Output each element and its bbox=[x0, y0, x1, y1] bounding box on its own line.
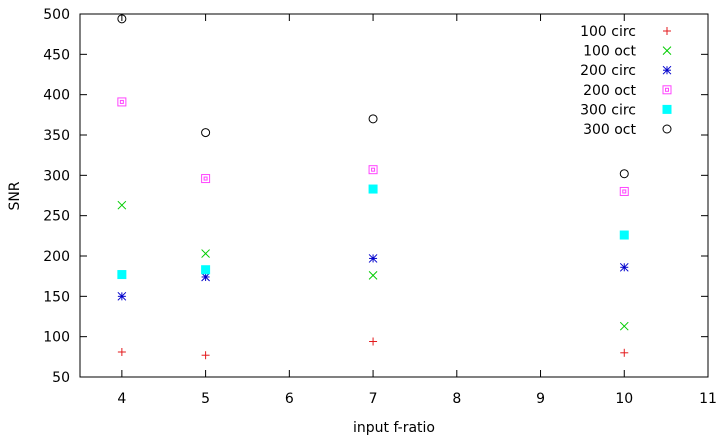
point-300-oct bbox=[368, 114, 378, 124]
point-100-oct-stroke bbox=[201, 249, 210, 258]
x-tick-label: 4 bbox=[117, 391, 126, 407]
point-300-circ-box bbox=[619, 230, 629, 240]
y-axis-ticks: 50 100 150 200 250 300 350 400 450 500 bbox=[43, 7, 708, 386]
x-axis-label: input f-ratio bbox=[353, 420, 435, 436]
legend-label-100-circ: 100 circ bbox=[580, 24, 636, 40]
point-300-oct-ring bbox=[201, 128, 211, 138]
x-axis-ticks: 4 5 6 7 8 9 10 11 bbox=[117, 14, 717, 407]
point-100-oct-stroke bbox=[368, 271, 378, 280]
x-tick-label: 5 bbox=[201, 391, 210, 407]
legend-marker-100-oct-stroke bbox=[662, 46, 672, 55]
y-tick-label: 450 bbox=[43, 47, 70, 63]
y-tick-label: 150 bbox=[43, 289, 70, 305]
legend-marker-300-circ-box bbox=[662, 104, 672, 114]
point-200-oct-box bbox=[117, 97, 127, 107]
legend-label-300-oct: 300 oct bbox=[583, 122, 636, 138]
point-200-circ bbox=[201, 272, 210, 282]
legend-marker-100-oct bbox=[662, 46, 672, 55]
legend-label-200-oct: 200 oct bbox=[583, 83, 636, 99]
y-tick-label: 400 bbox=[43, 88, 70, 104]
legend-marker-300-circ bbox=[662, 104, 672, 114]
legend-marker-200-circ-stroke bbox=[662, 65, 672, 75]
legend-marker-200-oct bbox=[662, 85, 672, 95]
point-200-circ-stroke bbox=[619, 262, 629, 272]
point-200-oct bbox=[117, 97, 127, 107]
point-300-oct bbox=[201, 128, 211, 138]
point-100-oct bbox=[117, 200, 127, 210]
point-300-circ bbox=[117, 270, 127, 280]
x-tick-label: 9 bbox=[536, 391, 545, 407]
point-200-oct-box bbox=[619, 186, 629, 196]
point-300-oct bbox=[619, 169, 629, 179]
point-300-oct-ring bbox=[619, 169, 629, 179]
y-tick-label: 100 bbox=[43, 330, 70, 346]
point-200-circ bbox=[117, 291, 127, 301]
y-axis-label: SNR bbox=[7, 181, 23, 210]
point-300-oct-ring bbox=[117, 14, 127, 24]
point-100-circ bbox=[369, 337, 378, 346]
x-tick-label: 8 bbox=[452, 391, 461, 407]
point-300-circ bbox=[201, 265, 211, 275]
point-100-circ bbox=[620, 348, 629, 357]
legend-marker-200-oct-inner bbox=[665, 87, 669, 92]
x-tick-label: 11 bbox=[699, 391, 717, 407]
point-300-circ-box bbox=[201, 265, 211, 275]
y-tick-label: 200 bbox=[43, 249, 70, 265]
point-300-circ-box bbox=[117, 270, 127, 280]
point-200-oct-inner bbox=[622, 189, 627, 194]
y-tick-label: 500 bbox=[43, 7, 70, 23]
legend-marker-300-oct-ring bbox=[662, 124, 672, 134]
x-tick-label: 6 bbox=[285, 391, 294, 407]
point-200-oct-inner bbox=[203, 176, 208, 181]
point-200-oct-box bbox=[201, 174, 211, 184]
point-100-oct-stroke bbox=[117, 200, 127, 210]
data-points bbox=[117, 14, 629, 360]
point-200-circ-stroke bbox=[368, 254, 378, 263]
point-200-oct bbox=[619, 186, 629, 196]
point-100-oct bbox=[201, 249, 210, 258]
point-100-oct-stroke bbox=[619, 321, 629, 331]
y-tick-label: 350 bbox=[43, 128, 70, 144]
point-200-circ bbox=[368, 254, 378, 263]
point-300-circ bbox=[619, 230, 629, 240]
point-100-oct bbox=[619, 321, 629, 331]
legend-marker-200-circ bbox=[662, 65, 672, 75]
point-300-circ bbox=[368, 184, 378, 194]
point-300-oct-ring bbox=[368, 114, 378, 124]
point-200-oct-inner bbox=[119, 99, 124, 104]
x-tick-label: 10 bbox=[615, 391, 633, 407]
point-300-oct bbox=[117, 14, 127, 24]
y-tick-label: 300 bbox=[43, 168, 70, 184]
legend-marker-100-circ bbox=[663, 27, 671, 35]
point-200-oct bbox=[368, 165, 378, 175]
point-200-circ-stroke bbox=[117, 291, 127, 301]
x-tick-label: 7 bbox=[369, 391, 378, 407]
y-tick-label: 50 bbox=[52, 370, 70, 386]
plot-frame bbox=[79, 13, 709, 378]
point-300-circ-box bbox=[368, 184, 378, 194]
legend-label-300-circ: 300 circ bbox=[580, 102, 636, 118]
point-100-circ bbox=[117, 347, 126, 356]
point-200-circ-stroke bbox=[201, 272, 210, 282]
point-200-oct-box bbox=[368, 165, 378, 175]
legend: 100 circ 100 oct 200 circ 200 oct 300 circ 30… bbox=[580, 24, 672, 138]
point-100-oct bbox=[368, 271, 378, 280]
point-100-circ bbox=[201, 351, 210, 360]
legend-marker-200-oct-box bbox=[662, 85, 672, 95]
legend-marker-300-oct bbox=[662, 124, 672, 134]
legend-label-100-oct: 100 oct bbox=[583, 44, 636, 60]
y-tick-label: 250 bbox=[43, 209, 70, 225]
point-200-circ bbox=[619, 262, 629, 272]
point-200-oct bbox=[201, 174, 211, 184]
point-200-oct-inner bbox=[371, 167, 376, 172]
legend-label-200-circ: 200 circ bbox=[580, 63, 636, 79]
